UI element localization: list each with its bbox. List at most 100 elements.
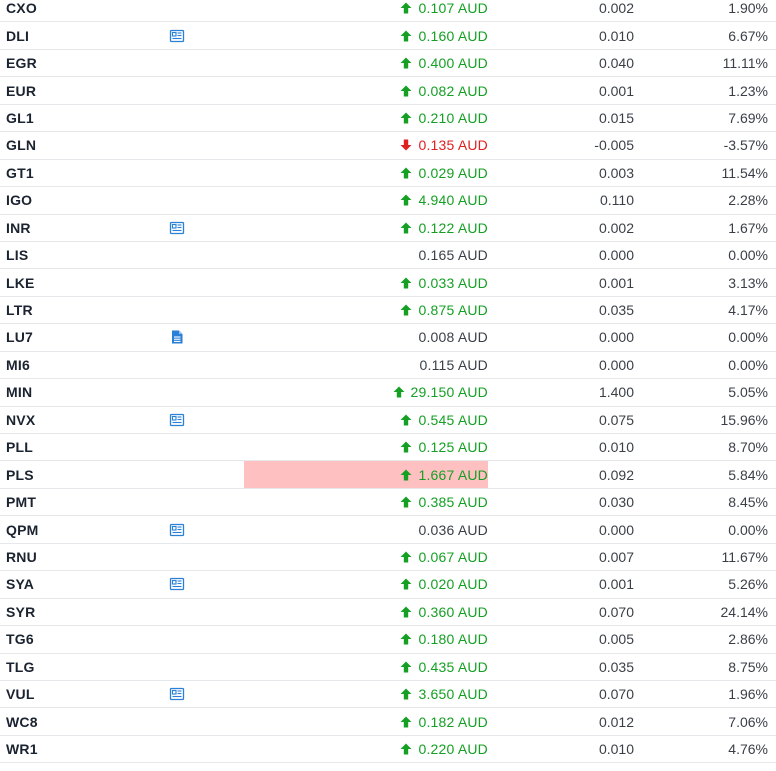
ticker-code[interactable]: RNU	[6, 548, 37, 565]
ticker-code[interactable]: GLN	[6, 137, 37, 154]
arrow-up-icon	[399, 632, 413, 646]
ticker-code[interactable]: PMT	[6, 494, 37, 511]
table-row[interactable]: PMT 0.385 AUD 0.030 8.45%	[0, 489, 776, 517]
price-cell: 0.020 AUD	[244, 571, 488, 597]
table-row[interactable]: MIN 29.150 AUD 1.400 5.05%	[0, 379, 776, 407]
ticker-code[interactable]: GT1	[6, 164, 34, 181]
table-row[interactable]: RNU 0.067 AUD 0.007 11.67%	[0, 544, 776, 572]
percent-change: 7.06%	[728, 713, 768, 730]
ticker-code[interactable]: GL1	[6, 109, 34, 126]
table-row[interactable]: GLN 0.135 AUD -0.005 -3.57%	[0, 132, 776, 160]
table-row[interactable]: LTR 0.875 AUD 0.035 4.17%	[0, 297, 776, 325]
arrow-up-icon	[399, 193, 413, 207]
table-row[interactable]: LU7 0.008 AUD 0.000 0.00%	[0, 324, 776, 352]
document-icon[interactable]	[168, 324, 186, 350]
ticker-code[interactable]: INR	[6, 219, 31, 236]
table-row[interactable]: MI6 0.115 AUD 0.000 0.00%	[0, 352, 776, 380]
table-row[interactable]: SYR 0.360 AUD 0.070 24.14%	[0, 599, 776, 627]
ticker-code[interactable]: WR1	[6, 741, 38, 758]
change-value: 0.000	[598, 329, 634, 346]
price-cell: 0.182 AUD	[244, 708, 488, 734]
table-row[interactable]: CXO 0.107 AUD 0.002 1.90%	[0, 0, 776, 23]
ticker-code[interactable]: PLL	[6, 439, 34, 456]
price-cell: 4.940 AUD	[244, 187, 488, 213]
ticker-code[interactable]: TG6	[6, 631, 34, 648]
change-value: 0.003	[598, 164, 634, 181]
percent-change: -3.57%	[723, 137, 768, 154]
announcement-icon[interactable]	[168, 516, 186, 542]
percent-change: 5.05%	[728, 384, 768, 401]
ticker-code[interactable]: WC8	[6, 713, 38, 730]
table-row[interactable]: GL1 0.210 AUD 0.015 7.69%	[0, 105, 776, 133]
change-value: 0.070	[598, 686, 634, 703]
percent-change: 0.00%	[728, 521, 768, 538]
percent-change: 5.26%	[728, 576, 768, 593]
ticker-code[interactable]: EUR	[6, 82, 37, 99]
table-row[interactable]: EGR 0.400 AUD 0.040 11.11%	[0, 50, 776, 78]
price-cell: 0.122 AUD	[244, 215, 488, 241]
price-cell: 0.036 AUD	[244, 516, 488, 542]
table-row[interactable]: NVX 0.545 AUD 0.075 15.96%	[0, 407, 776, 434]
change-value: 0.000	[598, 521, 634, 538]
table-row[interactable]: VUL 3.650 AUD 0.070 1.96%	[0, 681, 776, 709]
change-value: 0.092	[598, 466, 634, 483]
arrow-down-icon	[399, 138, 413, 152]
table-row[interactable]: LKE 0.033 AUD 0.001 3.13%	[0, 269, 776, 297]
ticker-code[interactable]: MI6	[6, 356, 30, 373]
arrow-up-icon	[399, 166, 413, 180]
ticker-code[interactable]: VUL	[6, 686, 35, 703]
ticker-code[interactable]: QPM	[6, 521, 39, 538]
ticker-code[interactable]: LU7	[6, 329, 34, 346]
arrow-up-icon	[399, 1, 413, 15]
table-row[interactable]: TG6 0.180 AUD 0.005 2.86%	[0, 626, 776, 654]
price-cell: 0.125 AUD	[244, 434, 488, 460]
ticker-code[interactable]: EGR	[6, 55, 37, 72]
table-row[interactable]: TLG 0.435 AUD 0.035 8.75%	[0, 654, 776, 681]
table-row[interactable]: SYA 0.020 AUD 0.001 5.26%	[0, 571, 776, 599]
table-row[interactable]: IGO 4.940 AUD 0.110 2.28%	[0, 187, 776, 215]
ticker-code[interactable]: NVX	[6, 411, 36, 428]
ticker-code[interactable]: IGO	[6, 192, 33, 209]
change-value: 0.040	[598, 55, 634, 72]
announcement-icon[interactable]	[168, 571, 186, 597]
arrow-up-icon	[399, 577, 413, 591]
ticker-code[interactable]: CXO	[6, 0, 37, 17]
announcement-icon[interactable]	[168, 22, 186, 48]
table-row[interactable]: DLI 0.160 AUD 0.010 6.67%	[0, 22, 776, 50]
percent-change: 0.00%	[728, 247, 768, 264]
percent-change: 3.13%	[728, 274, 768, 291]
announcement-icon[interactable]	[168, 681, 186, 707]
table-row[interactable]: PLS 1.667 AUD 0.092 5.84%	[0, 461, 776, 489]
table-row[interactable]: EUR 0.082 AUD 0.001 1.23%	[0, 77, 776, 105]
table-row[interactable]: INR 0.122 AUD 0.002 1.67%	[0, 215, 776, 242]
percent-change: 24.14%	[720, 603, 768, 620]
price-value: 3.650 AUD	[418, 686, 488, 703]
price-value: 0.210 AUD	[418, 109, 488, 126]
ticker-code[interactable]: LKE	[6, 274, 35, 291]
announcement-icon[interactable]	[168, 215, 186, 241]
table-row[interactable]: GT1 0.029 AUD 0.003 11.54%	[0, 160, 776, 188]
ticker-code[interactable]: PLS	[6, 466, 34, 483]
table-row[interactable]: WC8 0.182 AUD 0.012 7.06%	[0, 708, 776, 736]
arrow-up-icon	[399, 715, 413, 729]
change-value: 0.010	[598, 741, 634, 758]
ticker-code[interactable]: TLG	[6, 658, 35, 675]
table-row[interactable]: LIS 0.165 AUD 0.000 0.00%	[0, 242, 776, 270]
change-value: 0.110	[600, 192, 634, 209]
price-cell: 0.220 AUD	[244, 736, 488, 762]
price-value: 0.036 AUD	[418, 521, 488, 538]
ticker-code[interactable]: LIS	[6, 247, 29, 264]
table-row[interactable]: QPM 0.036 AUD 0.000 0.00%	[0, 516, 776, 544]
ticker-code[interactable]: SYR	[6, 603, 36, 620]
ticker-code[interactable]: MIN	[6, 384, 33, 401]
ticker-code[interactable]: DLI	[6, 27, 30, 44]
price-cell: 0.115 AUD	[244, 352, 488, 378]
announcement-icon[interactable]	[168, 407, 186, 433]
ticker-code[interactable]: SYA	[6, 576, 35, 593]
price-value: 0.033 AUD	[418, 274, 488, 291]
table-row[interactable]: PLL 0.125 AUD 0.010 8.70%	[0, 434, 776, 462]
ticker-code[interactable]: LTR	[6, 302, 33, 319]
price-cell: 0.875 AUD	[244, 297, 488, 323]
arrow-up-icon	[392, 385, 406, 399]
table-row[interactable]: WR1 0.220 AUD 0.010 4.76%	[0, 736, 776, 764]
